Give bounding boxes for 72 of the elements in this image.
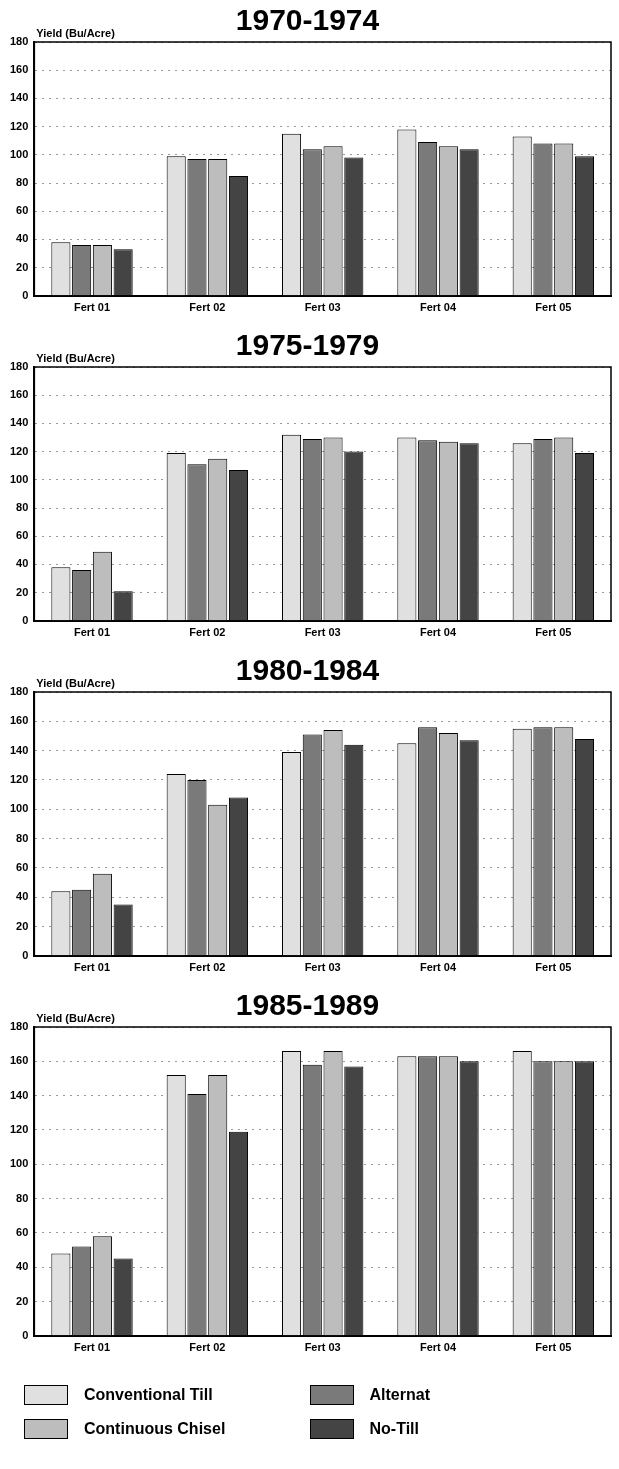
y-axis-title: Yield (Bu/Acre) xyxy=(36,351,116,364)
y-axis-title: Yield (Bu/Acre) xyxy=(36,26,116,39)
x-tick-label: Fert 05 xyxy=(535,301,572,314)
y-tick-label: 60 xyxy=(16,529,29,542)
y-tick-label: 80 xyxy=(16,501,29,514)
x-tick-label: Fert 03 xyxy=(304,1341,341,1354)
y-tick-label: 100 xyxy=(9,1157,29,1170)
y-tick-label: 100 xyxy=(9,147,29,160)
y-axis-title: Yield (Bu/Acre) xyxy=(36,1011,116,1024)
y-tick-label: 40 xyxy=(16,232,29,245)
y-tick-label: 60 xyxy=(16,1225,29,1238)
x-tick-label: Fert 04 xyxy=(419,1341,457,1354)
legend-label: Continuous Chisel xyxy=(84,1420,226,1438)
legend-label: Conventional Till xyxy=(84,1386,213,1404)
y-tick-label: 0 xyxy=(22,613,29,626)
x-tick-label: Fert 02 xyxy=(189,961,226,974)
x-tick-label: Fert 04 xyxy=(419,626,457,639)
y-tick-label: 160 xyxy=(9,1054,29,1067)
y-tick-label: 160 xyxy=(9,63,29,76)
y-tick-label: 20 xyxy=(16,260,29,273)
y-tick-label: 40 xyxy=(16,557,29,570)
y-tick-label: 100 xyxy=(9,802,29,815)
x-tick-label: Fert 01 xyxy=(73,626,111,639)
y-tick-label: 120 xyxy=(9,1122,29,1135)
x-tick-label: Fert 01 xyxy=(73,301,111,314)
x-tick-label: Fert 05 xyxy=(535,626,572,639)
y-tick-label: 80 xyxy=(16,1191,29,1204)
y-tick-label: 0 xyxy=(22,948,29,961)
y-tick-label: 180 xyxy=(9,685,29,698)
legend-label: Alternat xyxy=(369,1386,430,1404)
y-axis-title: Yield (Bu/Acre) xyxy=(36,676,116,689)
y-tick-label: 140 xyxy=(9,416,29,429)
y-tick-label: 20 xyxy=(16,1294,29,1307)
x-tick-label: Fert 02 xyxy=(189,301,226,314)
x-tick-label: Fert 01 xyxy=(73,1341,111,1354)
y-tick-label: 140 xyxy=(9,91,29,104)
y-tick-label: 140 xyxy=(9,1088,29,1101)
chart-title: 1970-1974 xyxy=(235,3,380,37)
y-tick-label: 60 xyxy=(16,204,29,217)
y-tick-label: 160 xyxy=(9,388,29,401)
y-tick-label: 180 xyxy=(9,360,29,373)
x-tick-label: Fert 03 xyxy=(304,301,341,314)
x-tick-label: Fert 04 xyxy=(419,301,457,314)
x-tick-label: Fert 03 xyxy=(304,961,341,974)
y-tick-label: 0 xyxy=(22,288,29,301)
y-tick-label: 120 xyxy=(9,119,29,132)
x-tick-label: Fert 05 xyxy=(535,961,572,974)
y-tick-label: 180 xyxy=(9,35,29,48)
y-tick-label: 40 xyxy=(16,890,29,903)
y-tick-label: 20 xyxy=(16,919,29,932)
y-tick-label: 120 xyxy=(9,772,29,785)
y-tick-label: 120 xyxy=(9,444,29,457)
y-tick-label: 140 xyxy=(9,743,29,756)
y-tick-label: 80 xyxy=(16,176,29,189)
y-tick-label: 80 xyxy=(16,831,29,844)
y-tick-label: 40 xyxy=(16,1260,29,1273)
x-tick-label: Fert 03 xyxy=(304,626,341,639)
y-tick-label: 20 xyxy=(16,585,29,598)
y-tick-label: 60 xyxy=(16,860,29,873)
x-tick-label: Fert 01 xyxy=(73,961,111,974)
x-tick-label: Fert 05 xyxy=(535,1341,572,1354)
y-tick-label: 0 xyxy=(22,1328,29,1341)
chart-title: 1980-1984 xyxy=(235,653,380,687)
y-tick-label: 100 xyxy=(9,472,29,485)
x-tick-label: Fert 02 xyxy=(189,626,226,639)
x-tick-label: Fert 04 xyxy=(419,961,457,974)
x-tick-label: Fert 02 xyxy=(189,1341,226,1354)
y-tick-label: 180 xyxy=(9,1020,29,1033)
y-tick-label: 160 xyxy=(9,714,29,727)
chart-title: 1985-1989 xyxy=(235,988,380,1022)
legend-label: No-Till xyxy=(369,1420,419,1438)
chart-title: 1975-1979 xyxy=(235,328,380,362)
